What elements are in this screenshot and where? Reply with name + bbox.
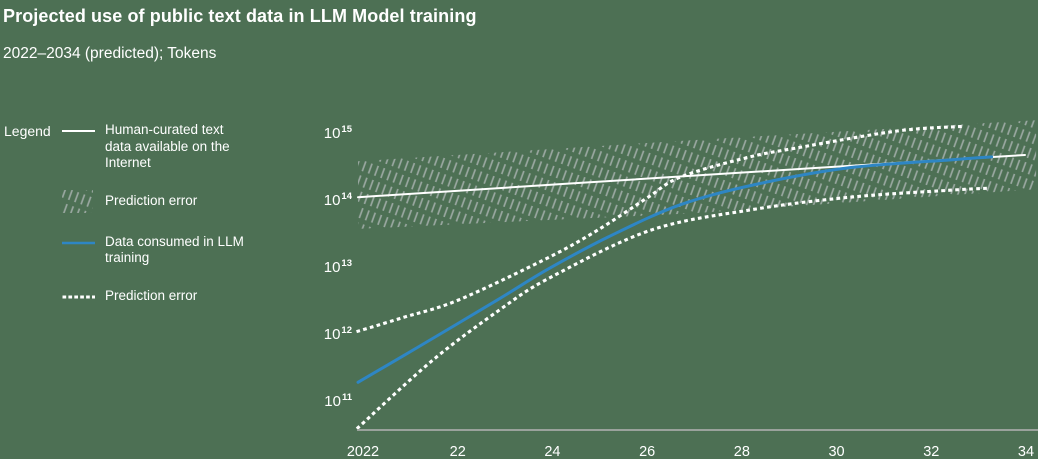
legend: Legend Human-curated text data available… [4,122,251,305]
x-tick-label-34: 34 [1018,444,1034,459]
legend-item-label: Prediction error [105,287,198,303]
x-tick-label-26: 26 [639,444,655,459]
legend-item-label: Data consumed in LLM training [105,233,244,266]
legend-item-data-consumed-in-llm-training-2: Data consumed in LLM training [62,234,251,267]
x-tick-label-24: 24 [544,444,560,459]
x-tick-label-22: 22 [450,444,466,459]
series-prediction-error-llm-training-data-dotted-lower [355,186,992,430]
dotted-line-swatch-icon [62,288,95,305]
line-swatch-icon [62,122,95,139]
series-data-consumed-in-llm-training [356,155,994,384]
legend-item-prediction-error-1: Prediction error [62,189,251,213]
x-tick-label-2022: 2022 [347,444,379,459]
y-tick-label-1e12: 1012 [324,325,352,343]
legend-heading: Legend [4,123,51,139]
legend-item-prediction-error-3: Prediction error [62,288,251,305]
series-prediction-error-llm-training-data-dotted-upper [356,124,966,334]
x-tick-label-28: 28 [734,444,750,459]
line-swatch-icon [62,234,95,251]
legend-item-human-curated-text-data-available-on-the-internet-0: Human-curated text data available on the… [62,122,251,172]
y-tick-label-1e13: 1013 [324,258,352,276]
hatch-swatch-icon [62,189,95,213]
legend-items: Human-curated text data available on the… [62,122,251,305]
y-tick-label-1e11: 1011 [324,392,352,410]
legend-item-label: Prediction error [105,192,198,208]
chart-title: Projected use of public text data in LLM… [3,6,477,26]
chart-subtitle: 2022–2034 (predicted); Tokens [3,45,217,62]
x-tick-label-32: 32 [923,444,939,459]
y-tick-label-1e15: 1015 [324,124,353,142]
legend-item-label: Human-curated text data available on the… [105,122,230,170]
x-tick-label-30: 30 [828,444,844,459]
y-tick-label-1e14: 1014 [324,191,353,209]
